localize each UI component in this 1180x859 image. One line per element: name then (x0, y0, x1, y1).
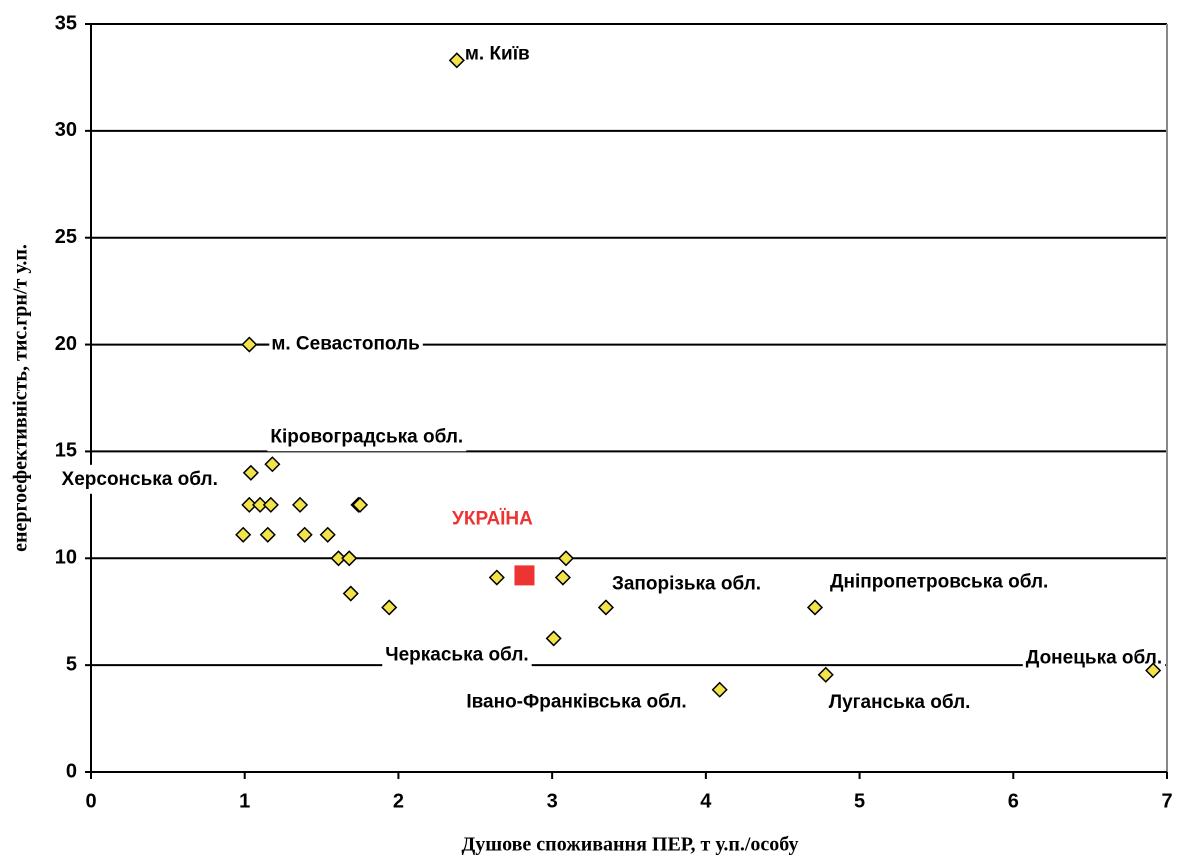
point (291, 496, 309, 513)
point (241, 336, 258, 353)
label-bg (267, 422, 467, 452)
data-label: Дніпропетровська обл. (830, 571, 1048, 592)
data-label: Херсонська обл. (62, 469, 218, 490)
y-tick-label: 25 (55, 226, 77, 248)
point (341, 550, 358, 567)
data-label: м. Київ (465, 43, 530, 64)
label-bg (463, 687, 690, 717)
point (319, 526, 336, 543)
point (296, 526, 313, 543)
point (488, 569, 505, 586)
label-bg (461, 39, 533, 69)
label-bg (268, 329, 423, 359)
x-axis-title: Душове споживання ПЕР, т у.п./особу (461, 834, 798, 856)
y-tick-label: 30 (55, 119, 77, 141)
x-tick-label: 3 (547, 790, 558, 812)
point (545, 630, 562, 647)
data-label: Черкаська обл. (385, 644, 528, 665)
label-bg (1022, 643, 1166, 673)
point (262, 496, 279, 513)
point (711, 681, 728, 698)
data-label: УКРАЇНА (452, 508, 533, 529)
data-label: Івано-Франківська обл. (466, 692, 686, 713)
data-label: Запорізька обл. (612, 573, 761, 594)
label-bg (608, 569, 765, 599)
point (241, 496, 258, 513)
point (330, 550, 347, 567)
y-tick-label: 15 (55, 440, 77, 462)
y-tick-label: 20 (55, 333, 77, 355)
point (242, 464, 259, 481)
point (259, 526, 276, 543)
label-bg (58, 464, 221, 494)
y-tick-label: 10 (55, 547, 77, 569)
data-label: Кіровоградська обл. (270, 426, 463, 447)
point (806, 599, 824, 616)
label-bg (825, 687, 974, 717)
point (342, 585, 359, 602)
x-tick-label: 5 (854, 790, 865, 812)
point (557, 550, 575, 567)
x-tick-label: 4 (700, 790, 712, 812)
x-tick-label: 0 (85, 790, 96, 812)
x-tick-label: 6 (1008, 790, 1019, 812)
label-bg (449, 504, 537, 534)
point (514, 565, 535, 586)
y-tick-label: 0 (66, 760, 77, 782)
point (1145, 662, 1162, 679)
grid (91, 23, 1167, 773)
point (235, 526, 252, 543)
data-label: м. Севастополь (271, 334, 419, 355)
x-tick-label: 1 (239, 790, 250, 812)
point (817, 666, 834, 683)
point (597, 599, 615, 616)
data-label: Луганська обл. (829, 692, 971, 713)
label-bg (382, 640, 532, 670)
x-tick-label: 2 (393, 790, 404, 812)
labels: м. Київ м. Севастополь Кіровоградська обл.… (58, 39, 1166, 717)
point (351, 496, 369, 513)
point (264, 456, 281, 473)
y-tick-label: 35 (55, 12, 77, 34)
x-tick-label: 7 (1161, 790, 1172, 812)
y-axis-title: енергоефективність, тис.грн/т у.п. (10, 244, 32, 552)
point (554, 569, 571, 586)
data-label: Донецька обл. (1026, 648, 1162, 669)
point (252, 496, 269, 513)
point (381, 599, 398, 616)
label-bg (826, 567, 1052, 597)
point (448, 52, 465, 69)
y-tick-label: 5 (66, 653, 77, 675)
